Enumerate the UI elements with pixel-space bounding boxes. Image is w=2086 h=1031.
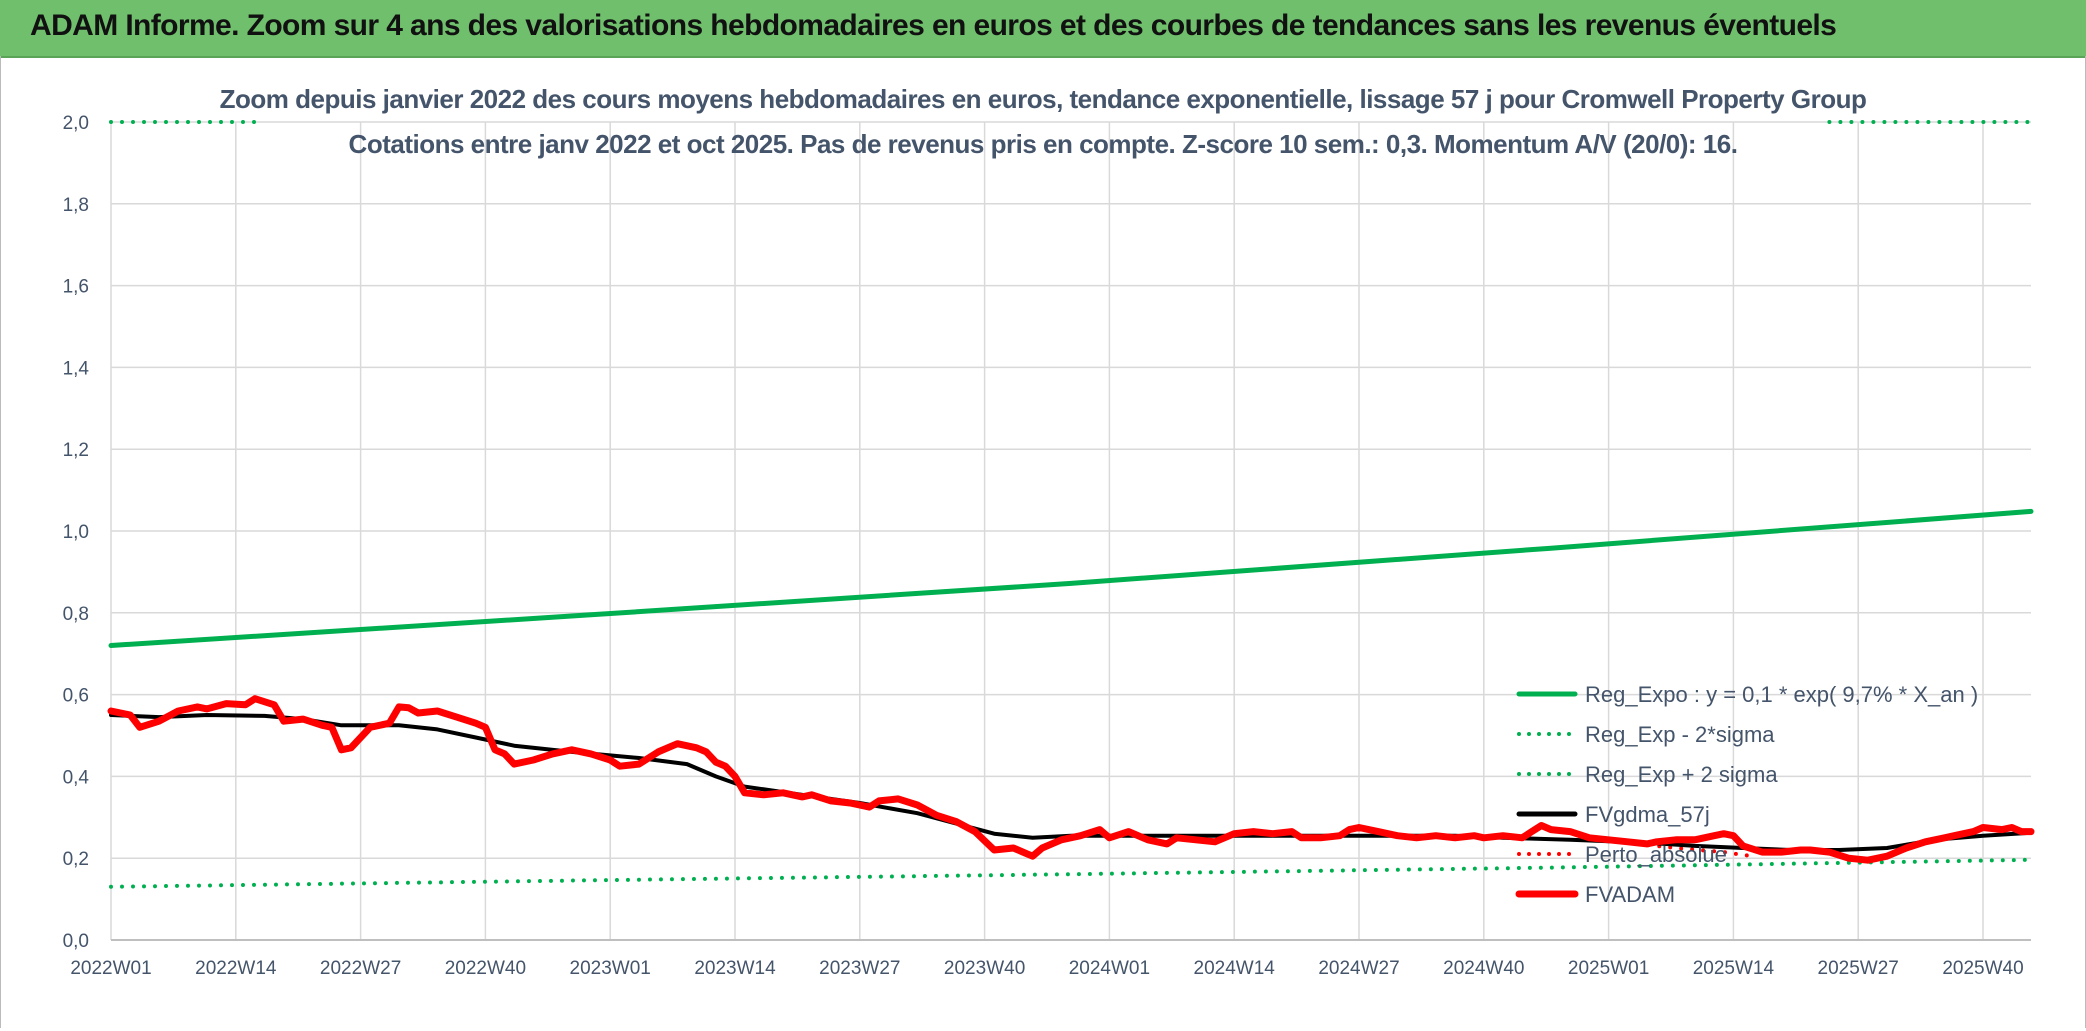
x-tick-label: 2022W40	[445, 958, 526, 979]
y-tick-label: 0,6	[63, 686, 89, 707]
x-tick-label: 2024W01	[1069, 958, 1150, 979]
y-tick-label: 0,2	[63, 849, 89, 870]
x-tick-label: 2024W40	[1443, 958, 1524, 979]
chart-title: Zoom depuis janvier 2022 des cours moyen…	[220, 84, 1867, 114]
line-chart: 0,0 0,2 0,4 0,6 0,8 1,0 1,2 1,4 1,6 1,8 2,0 2022W01…	[63, 84, 2035, 979]
series-line-reg-expo	[108, 508, 2034, 648]
legend: Reg_Expo : y = 0,1 * exp( 9,7% * X_an ) R…	[1515, 682, 1978, 907]
x-tick-label: 2025W01	[1568, 958, 1649, 979]
y-tick-label: 1,2	[63, 440, 89, 461]
y-tick-label: 1,6	[63, 277, 89, 298]
legend-label: FVADAM	[1585, 882, 1675, 907]
axis-labels: 0,0 0,2 0,4 0,6 0,8 1,0 1,2 1,4 1,6 1,8 2,0 2022W01…	[63, 113, 2024, 979]
legend-label: Perto_absolue	[1585, 842, 1727, 867]
x-tick-label: 2023W27	[819, 958, 900, 979]
legend-label: Reg_Exp - 2*sigma	[1585, 722, 1775, 747]
title-banner: ADAM Informe. Zoom sur 4 ans des valoris…	[0, 0, 2086, 58]
y-tick-label: 1,0	[63, 522, 89, 543]
x-tick-label: 2022W27	[320, 958, 401, 979]
x-tick-label: 2025W40	[1942, 958, 2023, 979]
legend-label: Reg_Expo : y = 0,1 * exp( 9,7% * X_an )	[1585, 682, 1978, 707]
x-tick-label: 2023W40	[944, 958, 1025, 979]
grid-lines	[110, 121, 2031, 941]
chart-subtitle: Cotations entre janv 2022 et oct 2025. P…	[349, 129, 1738, 159]
series-line-fvadam	[107, 695, 2035, 864]
y-tick-label: 0,4	[63, 767, 90, 788]
x-tick-label: 2025W14	[1693, 958, 1775, 979]
y-tick-label: 0,8	[63, 604, 89, 625]
legend-label: FVgdma_57j	[1585, 802, 1710, 827]
x-tick-label: 2023W14	[694, 958, 776, 979]
x-tick-label: 2025W27	[1818, 958, 1899, 979]
series-lines	[107, 120, 2035, 889]
y-tick-label: 2,0	[63, 113, 89, 134]
x-tick-label: 2023W01	[570, 958, 651, 979]
y-tick-label: 1,8	[63, 195, 89, 216]
x-tick-label: 2022W01	[70, 958, 151, 979]
legend-label: Reg_Exp + 2 sigma	[1585, 762, 1778, 787]
page-title: ADAM Informe. Zoom sur 4 ans des valoris…	[30, 9, 1837, 42]
x-tick-label: 2024W27	[1318, 958, 1399, 979]
x-tick-label: 2022W14	[195, 958, 277, 979]
series-line-reg-exp	[109, 857, 2033, 889]
y-tick-label: 1,4	[63, 358, 90, 379]
chart-frame: 0,0 0,2 0,4 0,6 0,8 1,0 1,2 1,4 1,6 1,8 2,0 2022W01…	[0, 56, 2086, 1028]
x-tick-label: 2024W14	[1194, 958, 1276, 979]
y-tick-label: 0,0	[63, 931, 89, 952]
